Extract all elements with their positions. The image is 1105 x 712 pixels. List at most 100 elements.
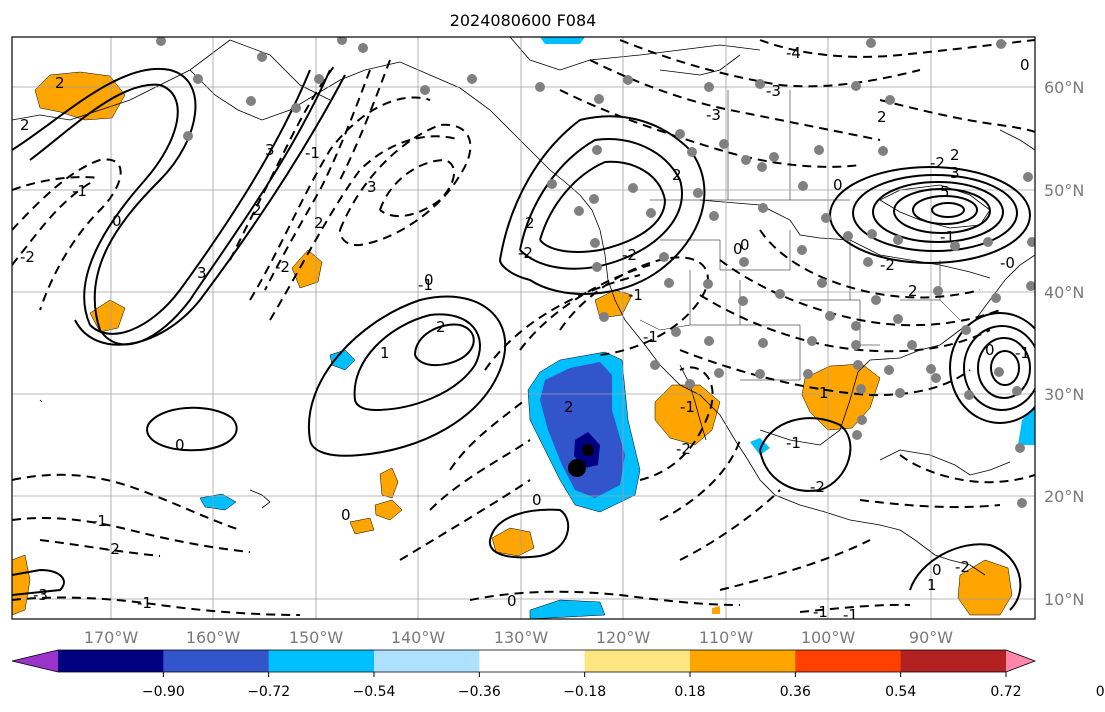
contour-label: 3 [367,178,377,196]
positive-anomaly [379,467,399,499]
contour-label: -2 [880,256,895,274]
contour-label: 0 [507,592,517,610]
contour-label: 3 [265,141,275,159]
colorbar-segment [900,650,1007,672]
dashed-contours [12,39,1035,616]
lat-label: 50°N [1044,181,1084,200]
contour-label: -1 [72,182,87,200]
colorbar-tick-label: 0.72 [990,684,1021,700]
contour-label: -2 [518,244,533,262]
lon-label: 140°W [391,628,446,647]
contour-label: 3 [950,164,960,182]
contour-label: 0 [424,271,434,289]
contour-label: -1 [813,603,828,621]
contour-label: 1 [380,344,390,362]
lon-label: 160°W [186,628,241,647]
contour-label: -2 [930,154,945,172]
colorbar: −0.90 −0.72 −0.54 −0.36 −0.18 0.18 0.36 0.54 0.7… [11,649,1105,700]
colorbar-outline [11,649,1037,673]
borders [639,90,961,381]
colorbar-segment [374,650,480,672]
contour-label: 2 [877,108,887,126]
lat-label: 30°N [1044,385,1084,404]
negative-anomaly-light [529,599,606,619]
contour-label: -3 [706,106,721,124]
contour-label: 2 [314,214,324,232]
contour-label: 2 [525,214,535,232]
contour-label: 0 [932,561,942,579]
colorbar-tick-label: −0.54 [353,684,396,700]
longitude-labels: 170°W 160°W 150°W 140°W 130°W 120°W 110°… [84,628,953,647]
figure-title: 2024080600 F084 [450,11,597,30]
map-panel: 2 2 -1 0 -2 2 3 3 3 -1 -2 2 2 1 -1 0 2 -… [12,37,1035,621]
contour-label: 3 [197,264,207,282]
contour-label: 2 [55,74,65,92]
contour-label: 0 [532,491,542,509]
colorbar-segment [58,650,164,672]
colorbar-tick-label: 0.90 [1096,684,1105,700]
contour-label: 2 [950,146,960,164]
lon-label: 130°W [494,628,549,647]
contour-label: 1 [819,384,829,402]
contour-label: -1 [92,512,107,530]
contour-label: -2 [810,478,825,496]
contour-label: 2 [564,398,574,416]
colorbar-segment [163,650,270,672]
colorbar-tick-label: −0.72 [247,684,290,700]
latitude-labels: 60°N 50°N 40°N 30°N 20°N 10°N [1044,78,1084,609]
positive-anomaly [654,384,721,446]
negative-anomaly-light [750,438,770,455]
station-dots [156,37,1035,508]
lat-label: 20°N [1044,487,1084,506]
lon-label: 170°W [84,628,139,647]
colorbar-segment [268,650,375,672]
negative-anomaly-mid [540,362,625,498]
colorbar-segment [795,650,902,672]
contour-label: -2 [20,248,35,266]
contour-label: 1 [927,576,937,594]
lon-label: 100°W [801,628,856,647]
positive-anomaly [957,559,1013,616]
contour-label: 0 [1020,56,1030,74]
contour-label: -4 [786,44,801,62]
contour-label: 0 [833,176,843,194]
positive-anomaly [374,499,403,521]
contour-label: -2 [622,246,637,264]
map-frame [11,36,1036,620]
contour-label: 2 [252,201,262,219]
contour-label: 2 [908,282,918,300]
lon-label: 90°W [909,628,953,647]
positive-anomaly [712,606,720,614]
contour-label: 0 [985,341,995,359]
contour-label: 2 [672,166,682,184]
contour-label: -2 [676,440,691,458]
contour-label: -3 [766,82,781,100]
contour-label: -1 [643,328,658,346]
lat-label: 40°N [1044,283,1084,302]
positive-anomaly [34,71,126,121]
lon-label: 150°W [289,628,344,647]
colorbar-tick-label: −0.36 [458,684,501,700]
colorbar-segment [690,650,796,672]
contour-label: 0 [341,506,351,524]
contour-label: 2 [20,116,30,134]
contour-label: -2 [955,558,970,576]
gridlines [12,37,1035,619]
contour-label: 0 [175,436,185,454]
negative-anomaly-light [540,37,585,44]
contour-label: 0 [733,240,743,258]
contour-label: -0 [1000,254,1015,272]
lat-label: 10°N [1044,590,1084,609]
contour-label: -1 [1015,344,1030,362]
storm-markers [568,444,594,477]
contour-label: 2 [436,318,446,336]
colorbar-tick-label: −0.18 [563,684,606,700]
colorbar-segment [584,650,691,672]
solid-contours [12,67,1035,611]
lon-label: 120°W [596,628,651,647]
positive-anomaly [349,517,375,535]
contour-label: -1 [786,434,801,452]
negative-anomaly-light [199,493,237,511]
colorbar-extend-low [12,650,58,672]
colorbar-tick-label: 0.36 [780,684,811,700]
